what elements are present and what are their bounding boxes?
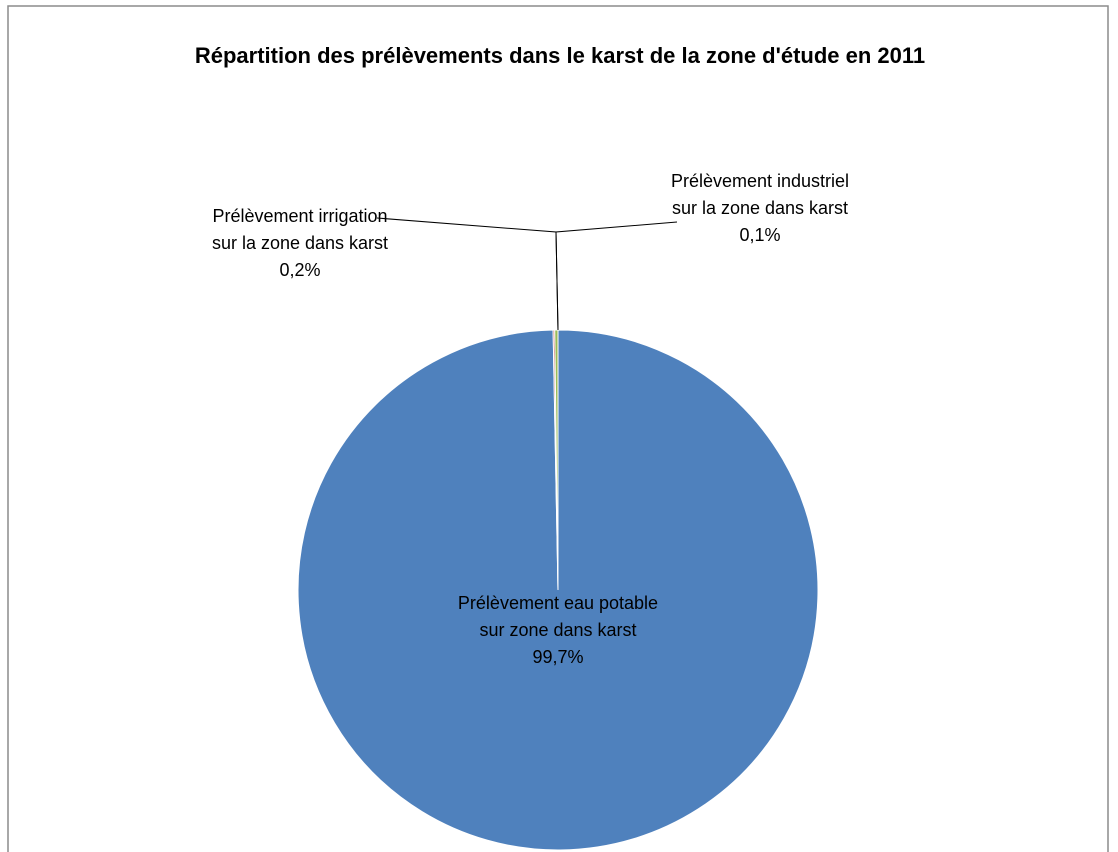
slice-value: 99,7% bbox=[532, 647, 584, 667]
chart-title: Répartition des prélèvements dans le kar… bbox=[194, 43, 926, 68]
slice-label: Prélèvement industriel sur la zone dans … bbox=[670, 171, 850, 218]
slice-label: Prélèvement irrigation sur la zone dans … bbox=[211, 206, 389, 253]
slice-value: 0,2% bbox=[279, 260, 321, 280]
slice-label: Prélèvement eau potable sur zone dans ka… bbox=[457, 593, 659, 640]
chart-border bbox=[7, 5, 1109, 852]
slice-value: 0,1% bbox=[739, 225, 781, 245]
leader-line bbox=[555, 221, 678, 331]
leader-line bbox=[376, 217, 559, 331]
